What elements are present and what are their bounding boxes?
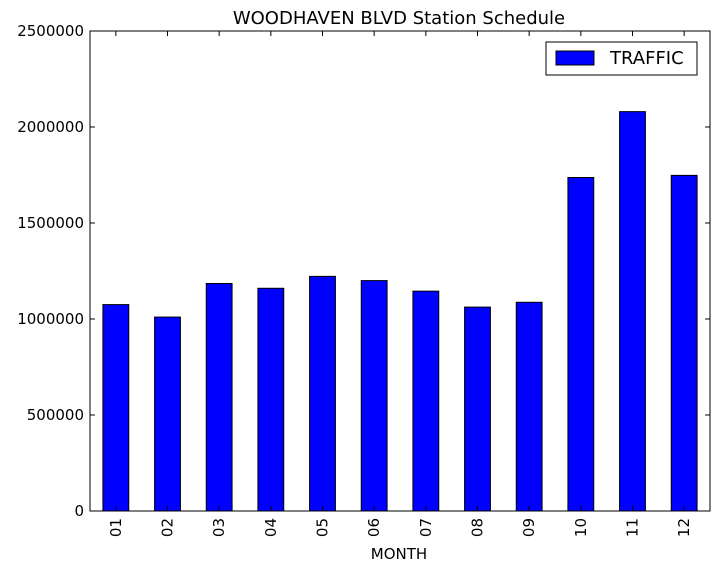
bar-08 [464, 306, 491, 512]
bar-07 [412, 290, 440, 512]
bar-01 [102, 304, 130, 512]
y-tick-label: 1000000 [17, 310, 84, 328]
bar-10 [567, 176, 595, 512]
x-tick-label-06: 06 [365, 518, 383, 537]
legend-swatch [555, 50, 595, 66]
x-tick-label-11: 11 [624, 518, 642, 537]
bar-09 [515, 301, 543, 512]
x-tick-label-09: 09 [520, 518, 538, 537]
y-tick-label: 1500000 [17, 214, 84, 232]
legend-label-traffic: TRAFFIC [609, 48, 684, 69]
legend: TRAFFIC [545, 41, 698, 76]
bar-03 [205, 282, 233, 512]
y-tick-label: 2000000 [17, 118, 84, 136]
y-tick-label: 0 [74, 502, 84, 520]
x-tick-label-04: 04 [262, 518, 280, 537]
bar-12 [670, 174, 698, 512]
bar-04 [257, 287, 285, 512]
bar-05 [309, 275, 336, 512]
x-tick-label-02: 02 [159, 518, 177, 537]
bar-02 [154, 316, 181, 512]
x-tick-label-10: 10 [572, 518, 590, 537]
y-tick-label: 500000 [27, 406, 84, 424]
x-tick-label-12: 12 [675, 518, 693, 537]
x-tick-label-08: 08 [469, 518, 487, 537]
x-tick-label-05: 05 [314, 518, 332, 537]
plot-area: 0 500000 1000000 1500000 2000000 2500000 01 02 0… [17, 22, 711, 537]
chart-title: WOODHAVEN BLVD Station Schedule [233, 8, 565, 29]
plot-frame [89, 30, 711, 512]
bar-06 [360, 280, 388, 512]
bar-11 [619, 111, 646, 512]
x-axis-label: MONTH [371, 545, 427, 563]
y-tick-label: 2500000 [17, 22, 84, 40]
x-tick-label-03: 03 [210, 518, 228, 537]
x-tick-label-07: 07 [417, 518, 435, 537]
x-tick-label-01: 01 [107, 518, 125, 537]
